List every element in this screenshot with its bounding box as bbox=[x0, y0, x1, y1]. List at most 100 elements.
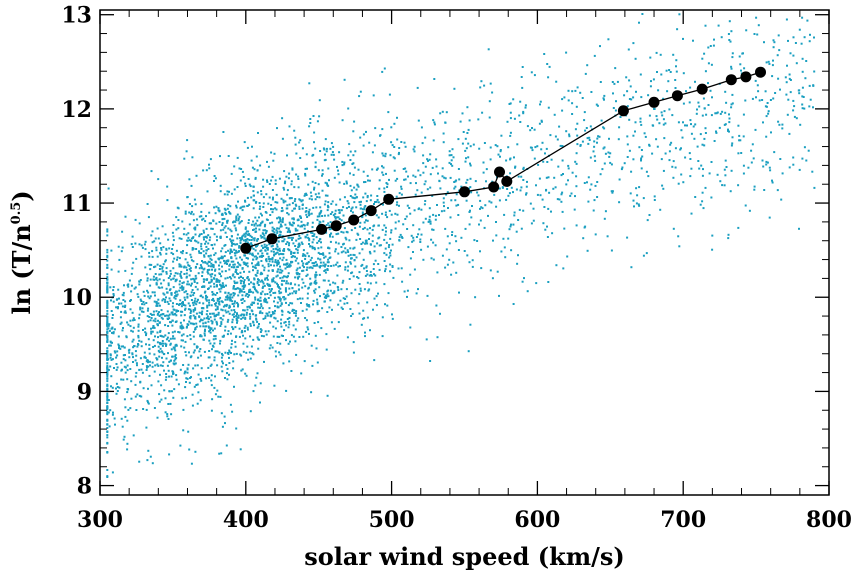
scatter-point bbox=[291, 292, 294, 295]
scatter-point bbox=[398, 236, 401, 239]
scatter-point bbox=[162, 361, 165, 364]
scatter-point bbox=[353, 166, 356, 169]
scatter-point bbox=[302, 335, 305, 338]
scatter-point bbox=[489, 82, 492, 85]
scatter-point bbox=[321, 173, 324, 176]
scatter-point bbox=[184, 370, 187, 373]
binned-mean-marker bbox=[240, 242, 252, 254]
scatter-point bbox=[725, 166, 728, 168]
scatter-point bbox=[173, 330, 176, 333]
scatter-point bbox=[257, 299, 259, 302]
scatter-point bbox=[365, 130, 367, 133]
scatter-point bbox=[547, 281, 550, 283]
scatter-point bbox=[295, 312, 297, 315]
scatter-point bbox=[285, 258, 288, 261]
scatter-point bbox=[680, 147, 682, 150]
scatter-point bbox=[231, 313, 234, 316]
scatter-point bbox=[188, 268, 191, 271]
scatter-point bbox=[249, 357, 252, 360]
scatter-point bbox=[313, 141, 315, 144]
scatter-point bbox=[214, 252, 217, 255]
scatter-point bbox=[137, 295, 140, 298]
scatter-point bbox=[615, 100, 617, 103]
scatter-point bbox=[166, 300, 169, 303]
scatter-point bbox=[160, 282, 163, 285]
scatter-point bbox=[188, 381, 191, 384]
scatter-point bbox=[149, 268, 152, 271]
scatter-point bbox=[662, 97, 665, 100]
scatter-point bbox=[306, 273, 309, 276]
scatter-point bbox=[493, 193, 496, 196]
scatter-point bbox=[212, 297, 215, 300]
scatter-point bbox=[208, 350, 211, 352]
scatter-point bbox=[752, 157, 755, 160]
scatter-point bbox=[318, 273, 321, 276]
scatter-point bbox=[128, 279, 131, 282]
scatter-point bbox=[407, 175, 409, 178]
scatter-point bbox=[186, 139, 189, 142]
scatter-point bbox=[352, 341, 355, 344]
scatter-point bbox=[348, 205, 350, 208]
scatter-point bbox=[243, 314, 245, 317]
scatter-point bbox=[575, 175, 578, 178]
scatter-point bbox=[333, 290, 336, 293]
x-tick-label: 400 bbox=[223, 507, 269, 533]
scatter-point bbox=[134, 218, 137, 221]
scatter-point bbox=[393, 122, 396, 125]
scatter-point bbox=[237, 217, 240, 220]
scatter-point bbox=[388, 256, 391, 259]
scatter-point bbox=[801, 57, 804, 60]
scatter-point bbox=[400, 193, 403, 196]
scatter-point bbox=[109, 340, 112, 343]
scatter-point bbox=[204, 321, 207, 324]
scatter-point bbox=[348, 278, 351, 280]
scatter-point bbox=[165, 343, 168, 346]
scatter-point bbox=[152, 319, 155, 322]
scatter-point bbox=[588, 139, 591, 141]
scatter-point bbox=[307, 304, 310, 306]
scatter-point bbox=[480, 80, 483, 83]
scatter-point bbox=[244, 182, 247, 185]
scatter-point bbox=[540, 120, 543, 123]
scatter-point bbox=[199, 334, 202, 337]
scatter-point bbox=[491, 180, 494, 183]
scatter-point bbox=[154, 335, 156, 338]
scatter-point bbox=[355, 196, 358, 199]
scatter-point bbox=[331, 211, 334, 214]
scatter-point bbox=[173, 296, 176, 299]
scatter-point bbox=[220, 412, 223, 415]
scatter-point bbox=[220, 321, 223, 324]
scatter-point bbox=[151, 230, 154, 233]
scatter-point bbox=[453, 187, 456, 190]
scatter-point bbox=[395, 203, 398, 206]
scatter-point bbox=[166, 364, 169, 367]
scatter-point bbox=[302, 223, 305, 226]
scatter-point bbox=[518, 114, 521, 117]
scatter-point bbox=[120, 302, 123, 305]
scatter-point bbox=[565, 51, 568, 54]
y-tick-label: 13 bbox=[61, 3, 92, 29]
scatter-point bbox=[181, 285, 183, 288]
scatter-point bbox=[203, 350, 206, 353]
scatter-point bbox=[170, 278, 173, 281]
scatter-point bbox=[435, 165, 438, 168]
scatter-point bbox=[243, 254, 246, 257]
scatter-point bbox=[145, 334, 147, 337]
scatter-point bbox=[258, 216, 260, 219]
scatter-point bbox=[728, 20, 731, 23]
scatter-point bbox=[332, 281, 335, 284]
scatter-point bbox=[202, 268, 205, 271]
scatter-point bbox=[485, 168, 488, 171]
scatter-point bbox=[283, 188, 286, 191]
scatter-point bbox=[256, 280, 259, 283]
scatter-point bbox=[786, 64, 788, 67]
scatter-point bbox=[153, 353, 156, 356]
scatter-point bbox=[122, 354, 125, 357]
scatter-point bbox=[347, 107, 350, 110]
scatter-point bbox=[211, 398, 214, 401]
scatter-point bbox=[183, 319, 185, 322]
scatter-point bbox=[271, 198, 274, 201]
scatter-point bbox=[575, 185, 578, 188]
scatter-point bbox=[248, 313, 251, 316]
scatter-point bbox=[711, 96, 713, 99]
